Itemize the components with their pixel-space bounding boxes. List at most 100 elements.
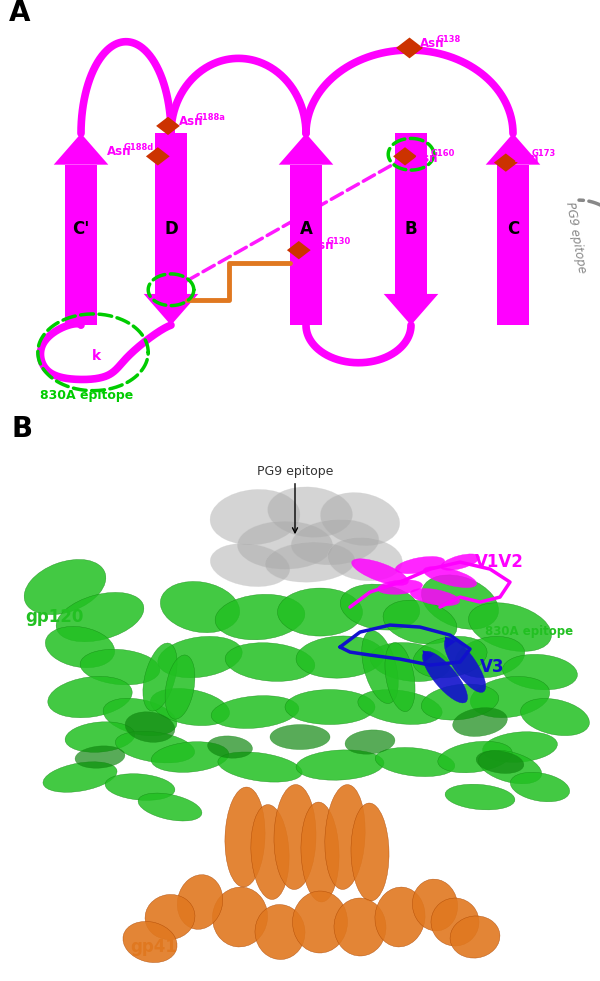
Text: V1V2: V1V2	[475, 553, 524, 571]
Text: PG9 epitope: PG9 epitope	[563, 201, 589, 274]
Ellipse shape	[352, 559, 409, 586]
Ellipse shape	[521, 698, 589, 736]
Ellipse shape	[125, 712, 175, 743]
Ellipse shape	[177, 875, 223, 929]
Ellipse shape	[377, 580, 422, 594]
Polygon shape	[156, 117, 180, 135]
Polygon shape	[278, 133, 334, 165]
Ellipse shape	[301, 802, 339, 902]
Text: B: B	[404, 221, 418, 238]
Ellipse shape	[46, 627, 115, 668]
Text: PG9 epitope: PG9 epitope	[257, 465, 333, 533]
Ellipse shape	[469, 602, 551, 651]
Ellipse shape	[410, 589, 460, 605]
Ellipse shape	[328, 538, 403, 581]
Text: C: C	[507, 221, 519, 238]
Polygon shape	[144, 294, 198, 325]
Ellipse shape	[362, 631, 398, 703]
Text: A: A	[299, 221, 313, 238]
Ellipse shape	[268, 487, 352, 538]
Polygon shape	[396, 37, 423, 59]
Ellipse shape	[143, 643, 177, 711]
Ellipse shape	[208, 736, 253, 758]
Ellipse shape	[160, 582, 239, 633]
Ellipse shape	[470, 677, 550, 718]
Ellipse shape	[340, 584, 420, 630]
Ellipse shape	[80, 649, 160, 685]
Ellipse shape	[277, 588, 362, 636]
Ellipse shape	[123, 921, 177, 962]
Text: Asn: Asn	[107, 145, 131, 158]
Ellipse shape	[215, 594, 305, 640]
Ellipse shape	[421, 684, 499, 720]
Ellipse shape	[422, 651, 467, 703]
Ellipse shape	[482, 732, 557, 762]
Ellipse shape	[412, 879, 458, 931]
Ellipse shape	[438, 742, 512, 773]
Ellipse shape	[151, 689, 230, 726]
Ellipse shape	[444, 638, 486, 693]
Polygon shape	[393, 147, 417, 166]
Ellipse shape	[158, 637, 242, 678]
Ellipse shape	[440, 554, 479, 570]
Bar	[155, 133, 187, 294]
Ellipse shape	[296, 636, 384, 678]
Bar	[290, 165, 322, 325]
Polygon shape	[494, 153, 518, 172]
Bar	[497, 165, 529, 325]
Ellipse shape	[251, 804, 289, 900]
Text: Asn: Asn	[420, 37, 445, 50]
Ellipse shape	[478, 750, 542, 784]
Bar	[65, 165, 97, 325]
Ellipse shape	[43, 762, 117, 793]
Polygon shape	[146, 147, 170, 166]
Ellipse shape	[395, 556, 445, 574]
Ellipse shape	[225, 643, 315, 682]
Ellipse shape	[413, 637, 487, 678]
Ellipse shape	[455, 637, 524, 678]
Ellipse shape	[270, 725, 330, 749]
Ellipse shape	[345, 730, 395, 754]
Polygon shape	[384, 294, 438, 325]
Ellipse shape	[225, 787, 265, 887]
Ellipse shape	[450, 916, 500, 958]
Text: G173: G173	[532, 149, 556, 158]
Ellipse shape	[325, 785, 365, 890]
Ellipse shape	[334, 898, 386, 956]
Ellipse shape	[138, 793, 202, 821]
Ellipse shape	[445, 784, 515, 810]
Ellipse shape	[255, 904, 305, 959]
Text: G138: G138	[437, 34, 461, 44]
Polygon shape	[54, 133, 109, 165]
Text: G188d: G188d	[124, 143, 154, 152]
Ellipse shape	[375, 887, 425, 947]
Ellipse shape	[370, 643, 450, 682]
Text: G188a: G188a	[196, 113, 226, 122]
Ellipse shape	[210, 490, 300, 544]
Text: G160: G160	[431, 149, 455, 158]
Ellipse shape	[151, 742, 229, 772]
Text: Asn: Asn	[310, 239, 334, 252]
Ellipse shape	[385, 643, 415, 711]
Ellipse shape	[358, 690, 442, 724]
Text: Asn: Asn	[179, 115, 203, 128]
Ellipse shape	[212, 887, 268, 947]
Ellipse shape	[218, 752, 302, 782]
Polygon shape	[422, 650, 434, 662]
Ellipse shape	[211, 696, 299, 729]
Text: V3: V3	[480, 658, 505, 676]
Ellipse shape	[431, 898, 479, 946]
Ellipse shape	[383, 600, 457, 645]
Ellipse shape	[421, 575, 499, 629]
Ellipse shape	[115, 731, 194, 763]
Text: C': C'	[73, 221, 89, 238]
Text: k: k	[91, 348, 101, 363]
Ellipse shape	[320, 492, 400, 545]
Ellipse shape	[296, 749, 384, 780]
Ellipse shape	[238, 521, 332, 569]
Ellipse shape	[56, 593, 144, 642]
Text: 830A epitope: 830A epitope	[485, 625, 573, 638]
Ellipse shape	[503, 654, 577, 690]
Text: gp41: gp41	[130, 938, 177, 956]
Ellipse shape	[48, 676, 132, 718]
